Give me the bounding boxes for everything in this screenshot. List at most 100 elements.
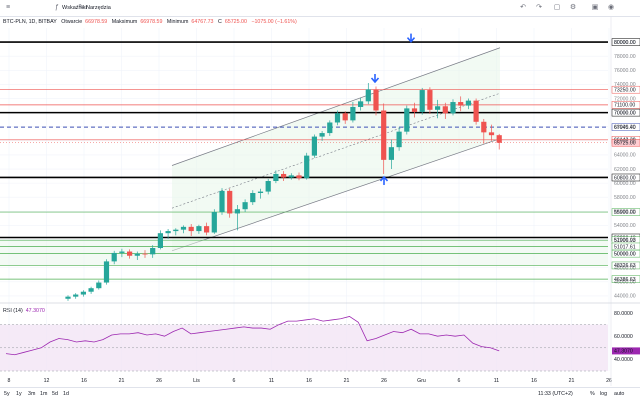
range-5y[interactable]: 5y — [4, 391, 10, 397]
price-tick-label: 64000.00 — [614, 153, 636, 159]
x-tick-label: Gru — [417, 378, 426, 384]
tools-button[interactable]: Narzędzia — [86, 5, 111, 11]
bottom-bar: 5y 1y 3m 1m 5d 1d 11:33 (UTC+2) % log au… — [0, 387, 640, 401]
rsi-line — [5, 316, 500, 356]
candle-body — [204, 226, 210, 233]
range-1m[interactable]: 1m — [40, 391, 48, 397]
high-value: 66978.59 — [140, 19, 163, 25]
fullscreen-icon[interactable]: ▢ — [553, 4, 561, 11]
level-tag: 48326.63 — [611, 261, 640, 269]
menu-icon[interactable]: ≡ — [5, 4, 11, 11]
candle-body — [358, 101, 364, 107]
x-tick-label: 16 — [306, 378, 312, 384]
x-tick-label: 16 — [531, 378, 537, 384]
top-toolbar: ≡ ƒ Wskaźniki ✎ Narzędzia ↶ ↷ ▢ ⚙ ▣ ◉ — [0, 0, 640, 17]
x-tick-label: Lis — [193, 378, 200, 384]
level-tag: 50000.00 — [611, 249, 640, 257]
level-tag: 80000.00 — [611, 38, 640, 46]
candle-body — [111, 252, 117, 262]
open-label: Otwarcie — [61, 19, 83, 25]
candle-body — [411, 108, 418, 112]
tools-icon[interactable]: ✎ — [78, 4, 84, 11]
x-tick-label: 8 — [8, 378, 11, 384]
range-5d[interactable]: 5d — [52, 391, 58, 397]
level-tag-label: 73250.00 — [614, 87, 636, 93]
level-tag: 70000.00 — [611, 108, 640, 117]
candle-body — [211, 212, 217, 233]
price-tick-label: 74000.00 — [614, 82, 636, 88]
candle-body — [319, 133, 325, 137]
candle-body — [311, 136, 317, 156]
candle-body — [435, 106, 441, 110]
level-tag-label: 46386.63 — [614, 277, 636, 283]
candle-body — [227, 190, 233, 214]
candle-body — [481, 121, 487, 133]
x-tick-label: 6 — [233, 378, 236, 384]
candle-body — [396, 131, 402, 148]
trend-channel-fill — [172, 47, 500, 251]
redo-icon[interactable]: ↷ — [536, 4, 542, 11]
candle-body — [257, 191, 264, 193]
log-toggle[interactable]: log — [600, 391, 608, 397]
level-tag-label: 80000.00 — [614, 40, 636, 46]
symbol-label[interactable]: BTC-PLN, 1D, BITBAY — [3, 19, 57, 25]
level-tag: 73250.00 — [611, 85, 640, 94]
rsi-tick-label: 80.0000 — [614, 311, 633, 317]
rsi-legend: RSI (14) 47.3070 — [3, 308, 45, 314]
open-value: 66978.59 — [85, 19, 108, 25]
x-tick-label: 26 — [606, 378, 612, 384]
close-label: C — [217, 19, 222, 25]
candle-body — [458, 102, 464, 106]
price-tick-label: 56000.00 — [614, 209, 636, 215]
candle-body — [334, 113, 341, 123]
price-tick-label: 76000.00 — [614, 68, 636, 74]
change-value: −1075.00 (−1.61%) — [251, 19, 297, 25]
x-tick-label: 26 — [156, 378, 162, 384]
auto-toggle[interactable]: auto — [614, 391, 625, 397]
candle-body — [65, 296, 71, 299]
x-tick-label: 6 — [458, 378, 461, 384]
low-label: Minimum — [166, 19, 189, 25]
candle-body — [119, 251, 125, 253]
x-tick-label: 21 — [119, 378, 125, 384]
level-tag-label: 51017.61 — [614, 244, 636, 250]
level-tag-label: 71100.00 — [614, 103, 635, 109]
range-1d[interactable]: 1d — [63, 391, 69, 397]
price-tick-label: 50000.00 — [614, 251, 636, 257]
candle-body — [388, 147, 394, 160]
level-tag: 55900.00 — [611, 208, 640, 216]
level-tag-box — [611, 108, 640, 117]
price-tick-label: 48000.00 — [614, 266, 636, 272]
camera-icon[interactable]: ◉ — [607, 4, 615, 11]
indicators-button[interactable]: Wskaźniki — [62, 5, 87, 11]
level-tag-box — [611, 173, 640, 182]
rsi-last-tag-label: 47.3070 — [614, 349, 633, 355]
price-tick-label: 70000.00 — [614, 110, 636, 116]
level-tag-box — [611, 85, 640, 94]
rsi-name[interactable]: RSI (14) — [3, 308, 23, 314]
price-legend: BTC-PLN, 1D, BITBAY Otwarcie 66978.59 Mak… — [3, 18, 300, 27]
candle-body — [234, 209, 240, 214]
gear-icon[interactable]: ⚙ — [569, 4, 577, 11]
level-tag-box — [611, 38, 640, 46]
x-tick-label: 12 — [44, 378, 50, 384]
level-tag-label: 55900.00 — [614, 210, 636, 216]
candle-body — [419, 90, 425, 112]
candle-body — [96, 282, 102, 289]
indicators-icon[interactable]: ƒ — [55, 4, 59, 11]
save-icon[interactable]: ▣ — [591, 4, 599, 11]
candle-body — [465, 100, 471, 106]
price-tick-label: 54000.00 — [614, 223, 636, 229]
candle-body — [473, 100, 479, 122]
range-3m[interactable]: 3m — [28, 391, 36, 397]
clock-time: 11:33 (UTC+2) — [538, 391, 573, 397]
candle-body — [442, 106, 448, 114]
level-tag: 65725.00 — [611, 139, 640, 147]
candle-body — [342, 113, 348, 121]
level-tag-box — [611, 139, 640, 147]
level-tag: 71100.00 — [611, 101, 640, 109]
range-1y[interactable]: 1y — [16, 391, 22, 397]
percent-toggle[interactable]: % — [590, 391, 595, 397]
undo-icon[interactable]: ↶ — [520, 4, 526, 11]
